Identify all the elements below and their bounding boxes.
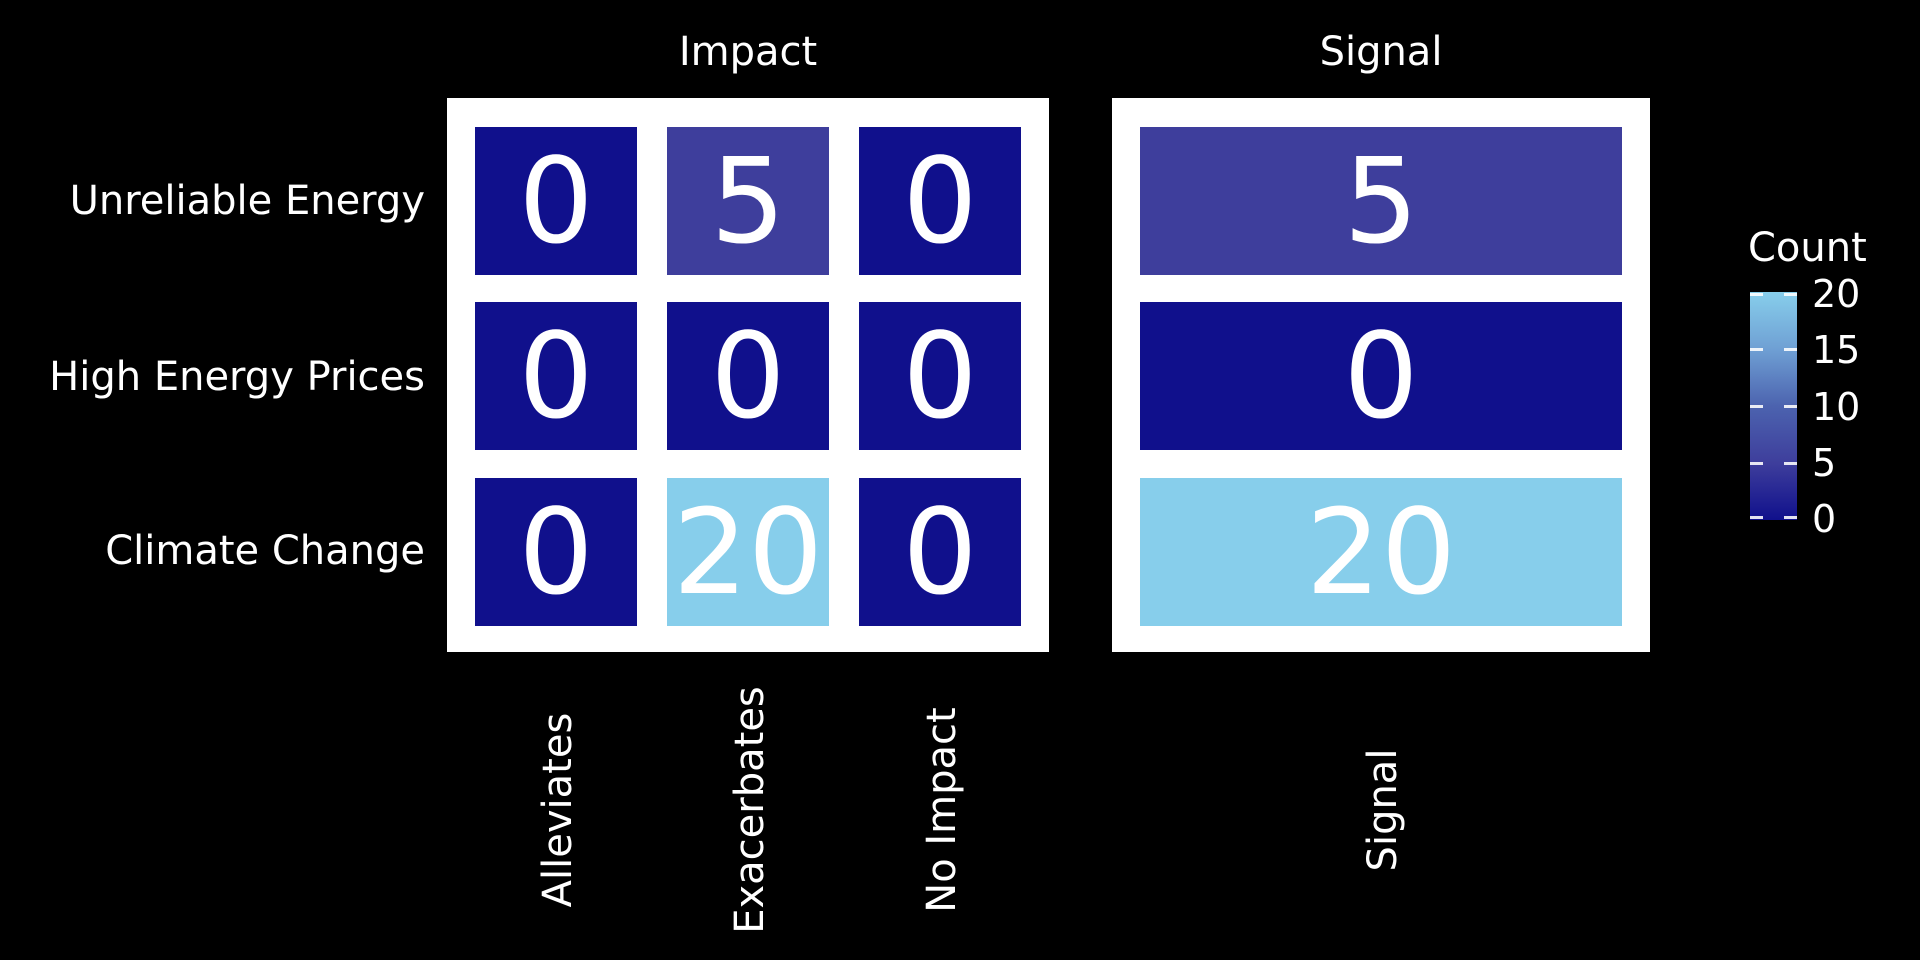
colorbar-tick-mark — [1750, 348, 1763, 351]
facet-title-signal: Signal — [1319, 29, 1443, 75]
x-tick-label-signal: Signal — [1360, 748, 1406, 872]
row-label-unreliable-energy: Unreliable Energy — [69, 178, 425, 224]
colorbar-tick-label-20: 20 — [1812, 272, 1861, 316]
impact-panel: 0 5 0 0 0 0 0 20 0 — [447, 98, 1049, 652]
heatmap-cell-impact-r1c3: 0 — [859, 127, 1021, 275]
heatmap-cell-impact-r3c2: 20 — [667, 478, 829, 626]
row-label-high-energy-prices: High Energy Prices — [49, 354, 425, 400]
colorbar-tick-label-10: 10 — [1812, 385, 1861, 429]
colorbar-tick-mark — [1750, 516, 1763, 519]
colorbar-tick-mark — [1784, 462, 1797, 465]
x-tick-label-alleviates: Alleviates — [535, 712, 581, 908]
colorbar-tick-mark — [1750, 462, 1763, 465]
colorbar-tick-label-0: 0 — [1812, 497, 1837, 541]
heatmap-cell-impact-r2c1: 0 — [475, 302, 637, 450]
colorbar-tick-label-5: 5 — [1812, 441, 1837, 485]
colorbar-tick-mark — [1784, 516, 1797, 519]
colorbar-tick-mark — [1784, 348, 1797, 351]
x-tick-label-exacerbates: Exacerbates — [727, 686, 773, 934]
colorbar-tick-label-15: 15 — [1812, 328, 1861, 372]
row-label-climate-change: Climate Change — [105, 528, 425, 574]
heatmap-cell-signal-r1: 5 — [1140, 127, 1622, 275]
colorbar-title: Count — [1748, 225, 1867, 271]
colorbar-tick-mark — [1750, 405, 1763, 408]
colorbar-tick-mark — [1784, 405, 1797, 408]
heatmap-cell-impact-r2c2: 0 — [667, 302, 829, 450]
x-tick-label-no-impact: No Impact — [919, 707, 965, 913]
heatmap-cell-signal-r3: 20 — [1140, 478, 1622, 626]
colorbar-tick-mark — [1784, 293, 1797, 296]
facet-title-impact: Impact — [678, 29, 818, 75]
heatmap-cell-impact-r1c2: 5 — [667, 127, 829, 275]
signal-panel: 5 0 20 — [1112, 98, 1650, 652]
heatmap-cell-impact-r3c1: 0 — [475, 478, 637, 626]
colorbar-tick-mark — [1750, 293, 1763, 296]
heatmap-cell-impact-r1c1: 0 — [475, 127, 637, 275]
heatmap-cell-signal-r2: 0 — [1140, 302, 1622, 450]
heatmap-cell-impact-r3c3: 0 — [859, 478, 1021, 626]
heatmap-cell-impact-r2c3: 0 — [859, 302, 1021, 450]
